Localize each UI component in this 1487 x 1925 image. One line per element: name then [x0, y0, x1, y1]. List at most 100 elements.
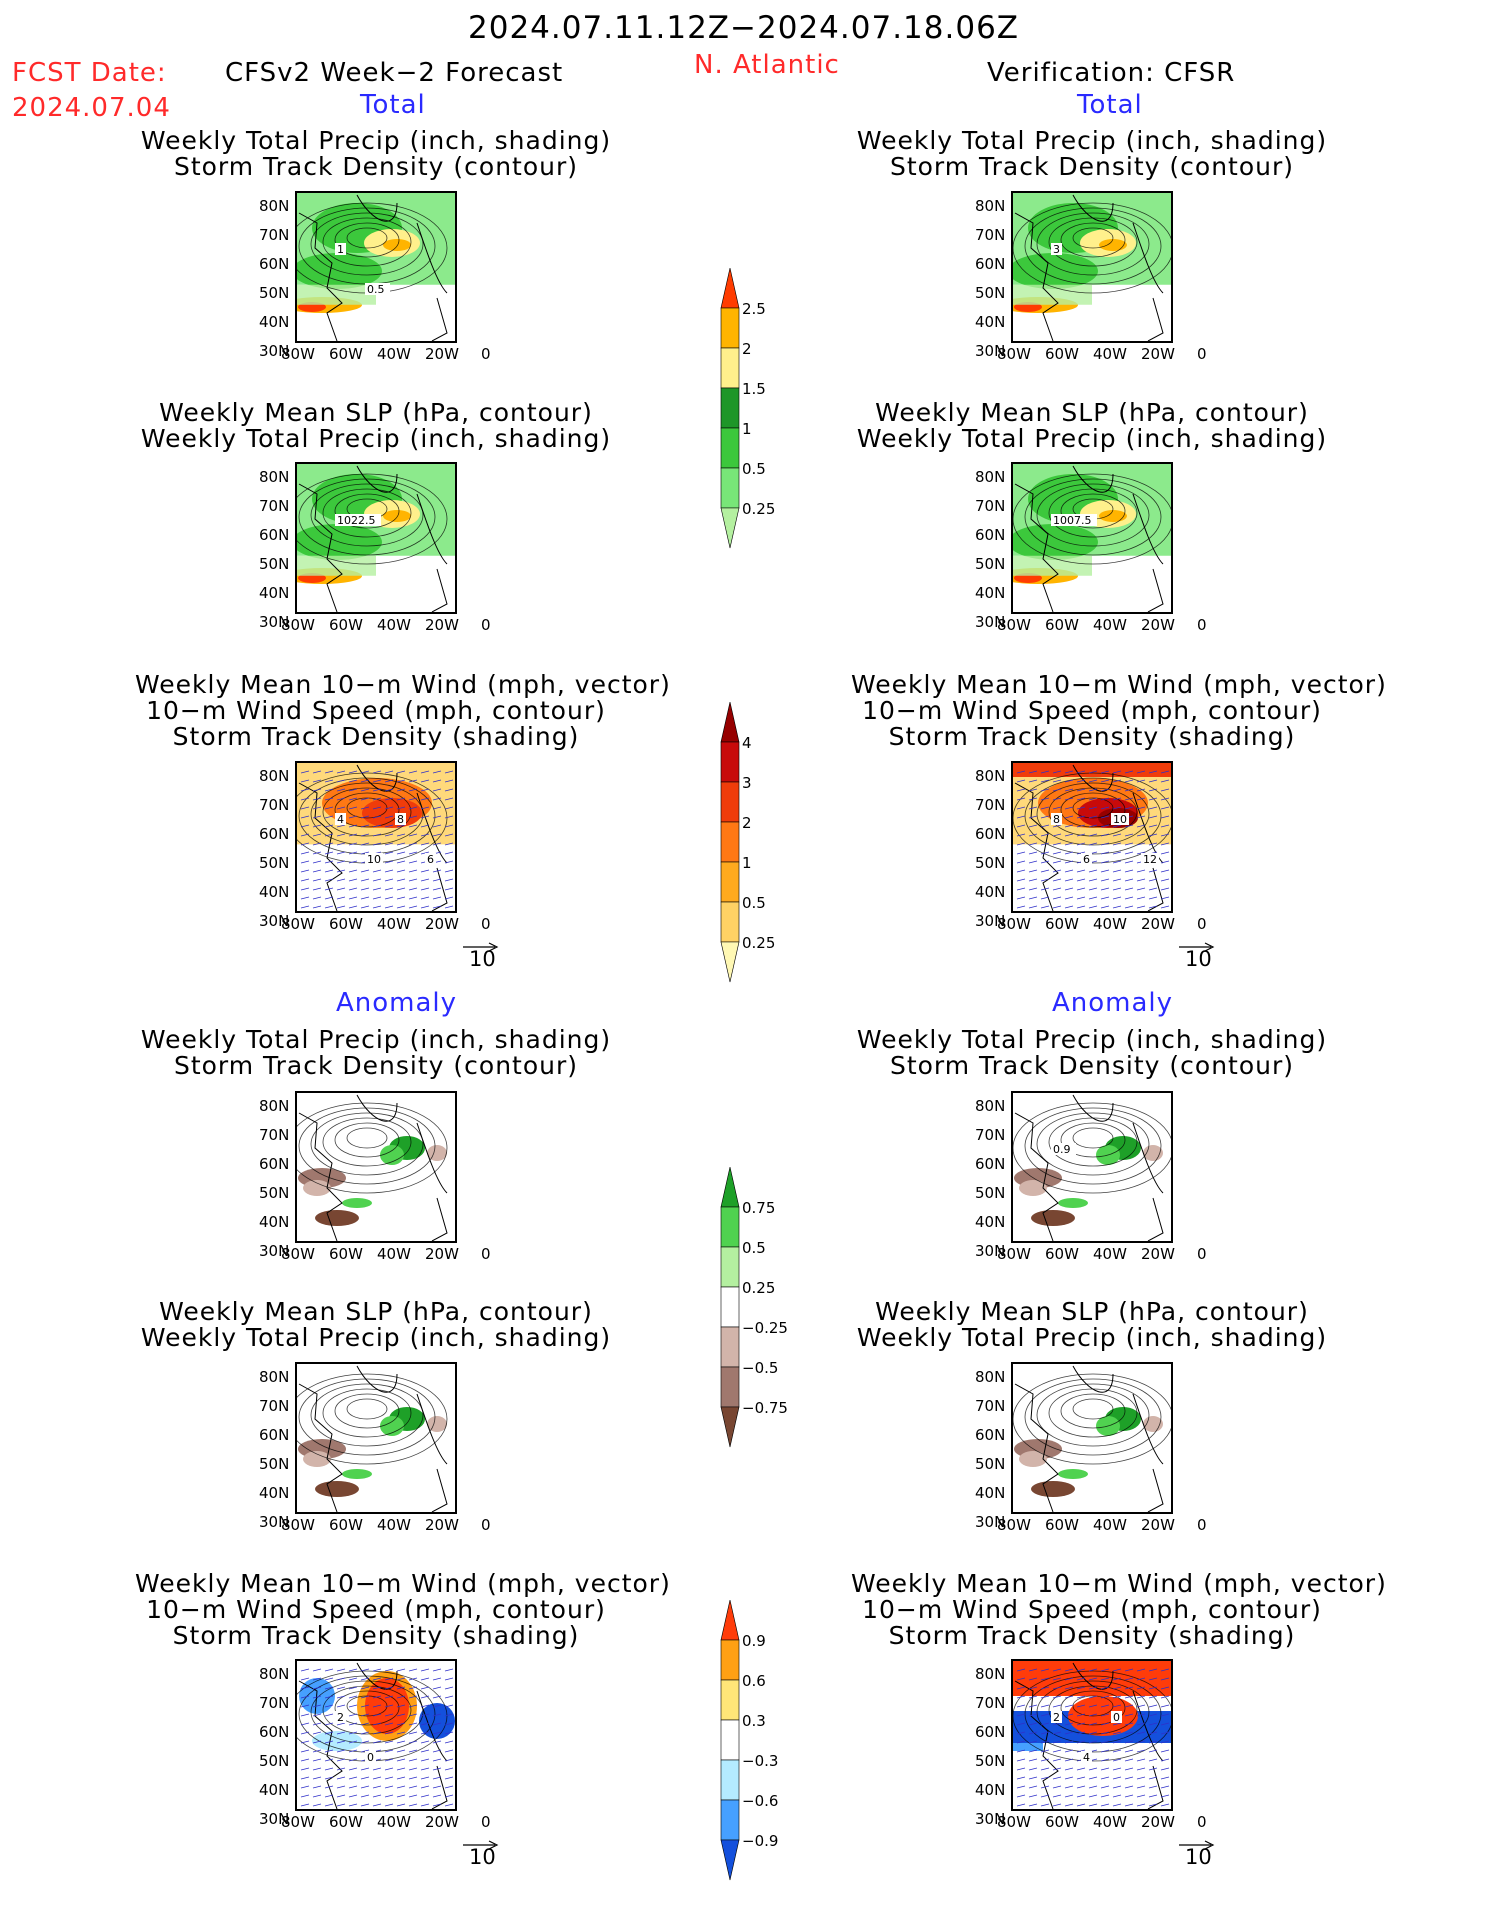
fc-anom-wind-storm-title-line: Weekly Mean 10−m Wind (mph, vector) — [135, 1569, 671, 1598]
fc-anom-precip-storm-map — [295, 1091, 457, 1243]
ver-anom-wind-storm-title-line: Storm Track Density (shading) — [888, 1621, 1296, 1650]
left-model-title: CFSv2 Week−2 Forecast — [225, 58, 564, 88]
cbar1-tick-label: 2 — [742, 340, 752, 358]
cbar2-tick-label: 0.5 — [742, 894, 766, 912]
fc-anom-wind-storm-lon-label: 0 — [481, 1813, 491, 1831]
fc-anom-wind-storm-contour-label: 0 — [367, 1751, 374, 1764]
fc-total-slp-precip-lon-label: 40W — [377, 616, 411, 634]
fc-total-wind-storm-contour-label: 4 — [337, 813, 344, 826]
fc-anom-precip-storm-lon-label: 0 — [481, 1245, 491, 1263]
ver-total-wind-storm-lon-label: 60W — [1045, 915, 1079, 933]
fc-total-wind-storm-lon-label: 40W — [377, 915, 411, 933]
fc-total-wind-storm-lon-label: 20W — [425, 915, 459, 933]
fc-total-slp-precip-lon-label: 0 — [481, 616, 491, 634]
ver-total-wind-storm-lat-label: 80N — [975, 767, 1006, 785]
ver-total-slp-precip-lon-label: 20W — [1141, 616, 1175, 634]
cbar2-tick-label: 4 — [742, 734, 752, 752]
cbar2-tick-label: 0.25 — [742, 934, 776, 952]
cbar1-tick-label: 0.5 — [742, 460, 766, 478]
fc-anom-slp-precip-lon-label: 40W — [377, 1516, 411, 1534]
fc-anom-slp-precip-lat-label: 40N — [259, 1484, 290, 1502]
fc-total-wind-storm-vector-scale-arrow — [463, 939, 499, 955]
fc-anom-slp-precip-lon-label: 80W — [281, 1516, 315, 1534]
ver-total-wind-storm-lat-label: 40N — [975, 883, 1006, 901]
fc-total-precip-storm-lon-label: 40W — [377, 345, 411, 363]
fc-total-precip-storm-lat-label: 50N — [259, 284, 290, 302]
ver-anom-precip-storm-lat-label: 80N — [975, 1097, 1006, 1115]
fc-total-precip-storm-contour-label: 1 — [337, 243, 344, 256]
fc-anomaly-section-label: Anomaly — [336, 988, 458, 1018]
ver-total-slp-precip-map: 1007.5 — [1011, 462, 1173, 614]
ver-total-precip-storm-lat-label: 40N — [975, 313, 1006, 331]
cbar2-tick-label: 2 — [742, 814, 752, 832]
ver-total-section-label: Total — [1077, 90, 1143, 120]
fc-total-precip-storm-contour-label: 0.5 — [367, 283, 385, 296]
ver-anom-wind-storm-title-line: Weekly Mean 10−m Wind (mph, vector) — [851, 1569, 1387, 1598]
cbar4-tick-label: 0.6 — [742, 1672, 766, 1690]
fc-total-slp-precip-lat-label: 60N — [259, 526, 290, 544]
fc-anom-precip-storm-lat-label: 40N — [259, 1213, 290, 1231]
cbar3-tick-label: −0.75 — [742, 1399, 788, 1417]
fc-anom-wind-storm-lat-label: 70N — [259, 1694, 290, 1712]
ver-anom-slp-precip-lat-label: 50N — [975, 1455, 1006, 1473]
ver-total-precip-storm-lon-label: 60W — [1045, 345, 1079, 363]
ver-anom-wind-storm-lon-label: 20W — [1141, 1813, 1175, 1831]
fc-anom-wind-storm-contour-label: 2 — [337, 1711, 344, 1724]
fc-total-precip-storm-lat-label: 60N — [259, 255, 290, 273]
ver-anom-wind-storm-vector-scale-label: 10 — [1185, 1845, 1212, 1869]
cbar2-tick-label: 3 — [742, 774, 752, 792]
cbar4-tick-label: −0.6 — [742, 1792, 779, 1810]
ver-anom-slp-precip-lat-label: 60N — [975, 1426, 1006, 1444]
fc-anom-wind-storm-vector-scale-arrow — [463, 1837, 499, 1853]
fc-total-slp-precip-title-line: Weekly Mean SLP (hPa, contour) — [159, 398, 593, 427]
cbar4-tick-label: 0.3 — [742, 1712, 766, 1730]
fcst-date-value: 2024.07.04 — [12, 93, 171, 123]
fc-total-wind-storm-lon-label: 60W — [329, 915, 363, 933]
fc-total-wind-storm-lon-label: 0 — [481, 915, 491, 933]
ver-anomaly-section-label: Anomaly — [1052, 988, 1174, 1018]
ver-anom-wind-storm-lon-label: 80W — [997, 1813, 1031, 1831]
fc-total-wind-storm-map: 4 10 8 6 — [295, 761, 457, 913]
ver-anom-precip-storm-lat-label: 30N — [975, 1242, 1006, 1260]
ver-anom-slp-precip-lat-label: 80N — [975, 1368, 1006, 1386]
region-title: N. Atlantic — [694, 50, 840, 80]
ver-anom-slp-precip-lon-label: 60W — [1045, 1516, 1079, 1534]
ver-total-slp-precip-lon-label: 0 — [1197, 616, 1207, 634]
ver-total-precip-storm-lon-label: 40W — [1093, 345, 1127, 363]
fc-total-precip-storm-title-line: Storm Track Density (contour) — [173, 152, 579, 181]
fc-total-precip-storm-lon-label: 0 — [481, 345, 491, 363]
cbar3-tick-label: −0.25 — [742, 1319, 788, 1337]
fc-total-wind-storm-contour-label: 8 — [397, 813, 404, 826]
fc-total-slp-precip-title-line: Weekly Total Precip (inch, shading) — [140, 424, 612, 453]
cbar1-tick-label: 1 — [742, 420, 752, 438]
fc-total-wind-storm-lat-label: 40N — [259, 883, 290, 901]
fc-total-slp-precip-lat-label: 80N — [259, 468, 290, 486]
ver-anom-slp-precip-lon-label: 40W — [1093, 1516, 1127, 1534]
ver-total-precip-storm-lat-label: 50N — [975, 284, 1006, 302]
fc-total-slp-precip-map: 1022.5 — [295, 462, 457, 614]
fc-anom-wind-storm-lat-label: 50N — [259, 1752, 290, 1770]
ver-anom-wind-storm-contour-label: 0 — [1113, 1711, 1120, 1724]
fc-anom-precip-storm-lon-label: 40W — [377, 1245, 411, 1263]
fc-anom-wind-storm-lat-label: 80N — [259, 1665, 290, 1683]
fc-total-precip-storm-lon-label: 80W — [281, 345, 315, 363]
ver-anom-wind-storm-lat-label: 80N — [975, 1665, 1006, 1683]
ver-total-wind-storm-vector-scale-arrow — [1179, 939, 1215, 955]
ver-total-precip-storm-contour-label: 3 — [1053, 243, 1060, 256]
ver-total-wind-storm-contour-label: 8 — [1053, 813, 1060, 826]
fcst-date-label: FCST Date: — [12, 58, 167, 88]
fc-anom-slp-precip-lat-label: 50N — [259, 1455, 290, 1473]
fc-anom-precip-storm-lat-label: 30N — [259, 1242, 290, 1260]
fc-anom-slp-precip-lon-label: 60W — [329, 1516, 363, 1534]
fc-total-wind-storm-title-line: Weekly Mean 10−m Wind (mph, vector) — [135, 670, 671, 699]
fc-total-wind-storm-contour-label: 6 — [427, 853, 434, 866]
ver-anom-wind-storm-lon-label: 60W — [1045, 1813, 1079, 1831]
ver-anom-precip-storm-title-line: Storm Track Density (contour) — [889, 1051, 1295, 1080]
ver-anom-precip-storm-lat-label: 60N — [975, 1155, 1006, 1173]
cbar4-tick-label: −0.9 — [742, 1832, 779, 1850]
fc-total-slp-precip-lat-label: 40N — [259, 584, 290, 602]
ver-total-slp-precip-contour-label: 1007.5 — [1053, 514, 1092, 527]
ver-anom-wind-storm-lat-label: 30N — [975, 1810, 1006, 1828]
fc-anom-precip-storm-title-line: Storm Track Density (contour) — [173, 1051, 579, 1080]
